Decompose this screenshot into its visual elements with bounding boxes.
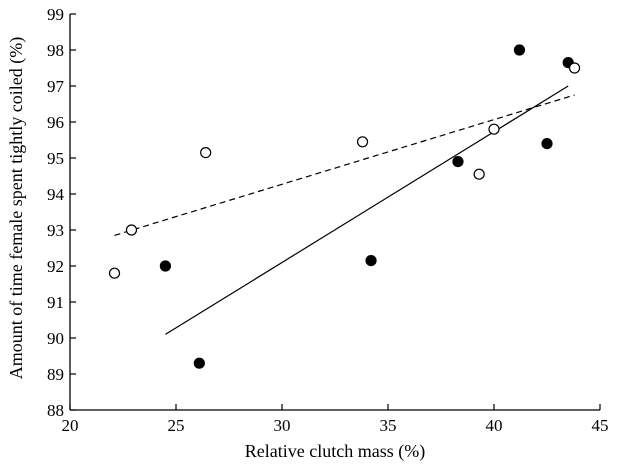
open-data-point [356, 136, 369, 148]
y-tick-label: 95 [47, 149, 64, 168]
y-tick-label: 98 [47, 41, 64, 60]
x-tick-label: 45 [592, 416, 609, 435]
y-tick-label: 89 [47, 365, 64, 384]
y-tick-label: 94 [47, 185, 65, 204]
x-tick-label: 30 [274, 416, 291, 435]
open-data-point [473, 168, 485, 180]
open-data-point [568, 62, 581, 74]
regression-lines [114, 85, 575, 335]
filled-data-point [193, 357, 205, 369]
x-axis-ticks: 20 25 30 35 40 45 [62, 404, 609, 435]
x-axis-title: Relative clutch mass (%) [245, 441, 425, 462]
y-tick-label: 99 [47, 5, 64, 24]
y-axis-ticks: 88 89 90 91 92 93 94 95 96 97 98 99 [47, 5, 76, 420]
y-tick-label: 93 [47, 221, 64, 240]
x-tick-label: 35 [380, 416, 397, 435]
open-data-point [125, 224, 138, 236]
y-tick-label: 96 [47, 113, 64, 132]
filled-data-point [159, 260, 171, 272]
filled-data-point [513, 44, 526, 56]
open-data-point [200, 147, 212, 159]
plot-frame [69, 14, 600, 411]
x-tick-label: 40 [486, 416, 503, 435]
solid-fit-line [165, 85, 569, 335]
y-axis-title: Amount of time female spent tightly coil… [6, 37, 27, 379]
x-tick-label: 20 [62, 416, 79, 435]
open-data-point [488, 123, 500, 135]
y-tick-label: 90 [47, 329, 64, 348]
x-tick-label: 25 [168, 416, 185, 435]
open-data-point [108, 267, 121, 279]
y-tick-label: 91 [47, 293, 64, 312]
y-tick-label: 97 [47, 77, 65, 96]
filled-data-point [452, 156, 464, 168]
filled-data-point [365, 255, 377, 267]
data-points [108, 44, 581, 369]
y-tick-label: 88 [47, 401, 64, 420]
dashed-fit-line [114, 94, 575, 236]
filled-data-point [541, 138, 553, 150]
y-tick-label: 92 [47, 257, 64, 276]
